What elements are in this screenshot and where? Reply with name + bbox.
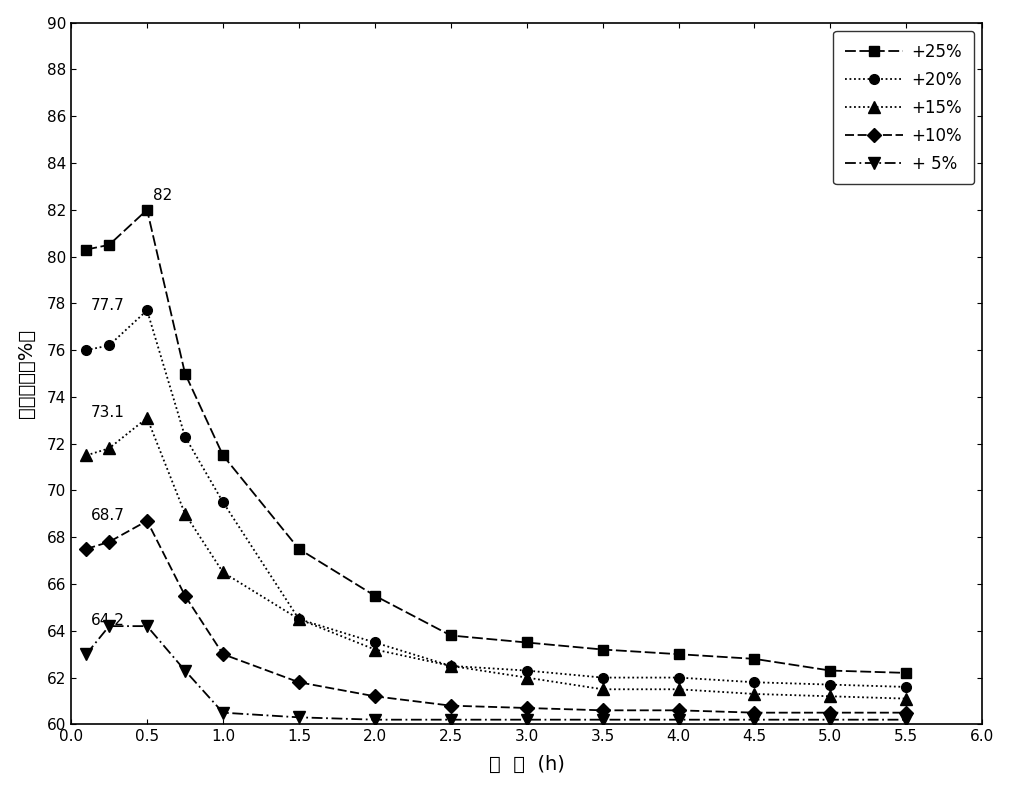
Text: 73.1: 73.1	[91, 405, 124, 420]
Text: 82: 82	[153, 187, 173, 202]
X-axis label: 时  间  (h): 时 间 (h)	[488, 755, 564, 774]
Legend: +25%, +20%, +15%, +10%, + 5%: +25%, +20%, +15%, +10%, + 5%	[833, 31, 974, 184]
Text: 77.7: 77.7	[91, 297, 124, 312]
Text: 68.7: 68.7	[91, 508, 124, 523]
Y-axis label: 相对湿度（%）: 相对湿度（%）	[16, 329, 35, 418]
Text: 64.2: 64.2	[91, 614, 124, 629]
